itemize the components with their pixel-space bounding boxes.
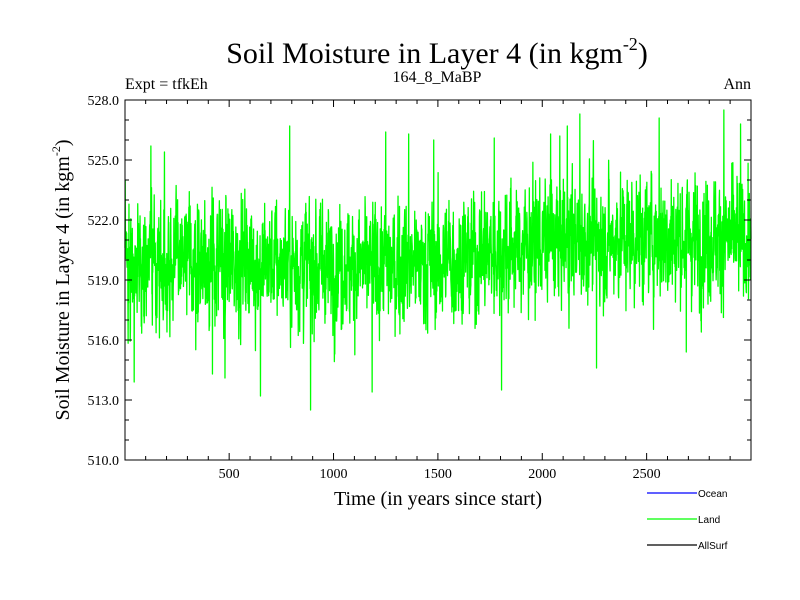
y-tick-label: 516.0: [88, 334, 120, 349]
legend-label-land: Land: [698, 515, 720, 526]
x-tick-label: 1500: [424, 467, 452, 482]
x-axis: 500 1000 1500 2000 2500: [145, 100, 731, 482]
x-tick-label: 2000: [528, 467, 556, 482]
y-tick-label: 528.0: [88, 94, 120, 109]
y-tick-label: 513.0: [88, 394, 120, 409]
legend-label-allsurf: AllSurf: [698, 541, 728, 552]
x-tick-label: 1000: [320, 467, 348, 482]
x-tick-label: 2500: [633, 467, 661, 482]
season-label: Ann: [723, 76, 751, 93]
x-tick-label: 500: [219, 467, 240, 482]
y-axis: 510.0 513.0 516.0 519.0 522.0 525.0 528.0: [88, 94, 751, 469]
plot-area: [124, 109, 752, 411]
y-axis-label: Soil Moisture in Layer 4 (in kgm-2): [49, 139, 74, 420]
y-tick-label: 525.0: [88, 154, 120, 169]
legend: Ocean Land AllSurf: [647, 489, 728, 552]
legend-label-ocean: Ocean: [698, 489, 727, 500]
experiment-label: Expt = tfkEh: [125, 76, 208, 93]
x-axis-label: Time (in years since start): [334, 488, 542, 510]
period-label: 164_8_MaBP: [393, 69, 482, 86]
y-tick-label: 522.0: [88, 214, 120, 229]
series-line-land: [124, 109, 752, 411]
y-tick-label: 510.0: [88, 454, 120, 469]
chart-title: Soil Moisture in Layer 4 (in kgm-2): [226, 34, 648, 70]
y-tick-label: 519.0: [88, 274, 120, 289]
